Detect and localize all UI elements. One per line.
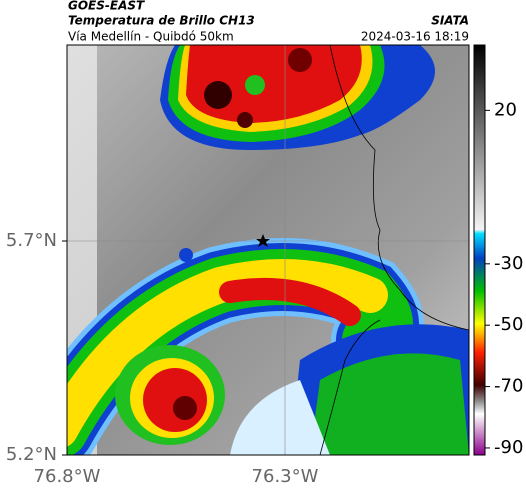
source: SIATA [431,14,469,28]
colorbar-tick-label: -30 [494,253,523,274]
colorbar-tick-label: -90 [494,437,523,458]
route: Vía Medellín - Quibdó 50km [68,30,234,44]
colorbar [473,44,486,456]
lon-label: 76.3°W [252,466,319,487]
satellite-image [67,45,469,455]
title: GOES-EAST [68,0,145,13]
datetime: 2024-03-16 18:19 [361,30,469,44]
colorbar-tick-label: -50 [494,314,523,335]
lon-label: 76.8°W [34,466,101,487]
colorbar-tick-label: -70 [494,376,523,397]
colorbar-tick-label: 20 [494,99,517,120]
lat-label: 5.7°N [6,230,57,251]
subtitle: Temperatura de Brillo CH13 [68,14,255,28]
lat-label: 5.2°N [6,444,57,465]
